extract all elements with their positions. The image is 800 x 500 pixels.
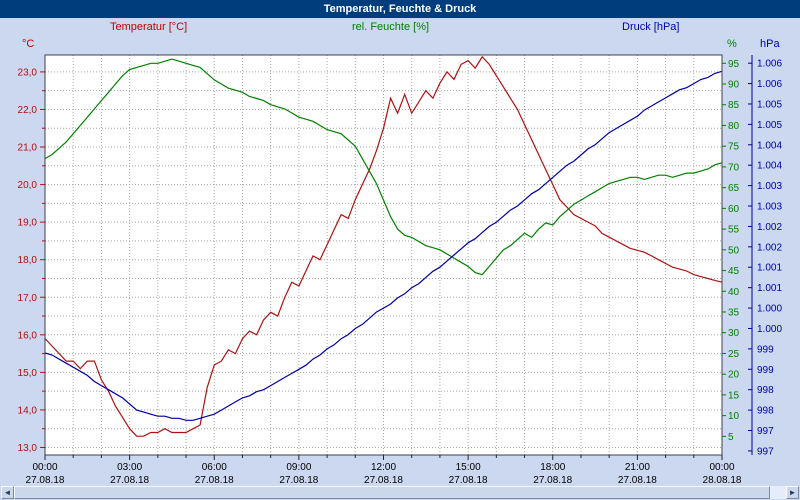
pressure-series-label: Druck [hPa] <box>622 21 680 33</box>
temperature-tick-label: 20,0 <box>18 180 38 191</box>
humidity-axis-unit-label: % <box>727 38 737 50</box>
date-tick-label: 28.08.18 <box>703 475 742 486</box>
pressure-tick-label: 1.005 <box>757 99 782 110</box>
title-bar: Temperatur, Feuchte & Druck <box>0 0 800 18</box>
pressure-tick-label: 1.006 <box>757 59 782 70</box>
temperature-tick-label: 21,0 <box>18 143 38 154</box>
time-tick-label: 00:00 <box>709 462 734 473</box>
humidity-tick-label: 45 <box>728 266 740 277</box>
date-tick-label: 27.08.18 <box>449 475 488 486</box>
pressure-tick-label: 1.002 <box>757 242 782 253</box>
pressure-tick-label: 997 <box>757 426 774 437</box>
humidity-tick-label: 60 <box>728 204 740 215</box>
pressure-tick-label: 1.000 <box>757 304 782 315</box>
time-tick-label: 15:00 <box>456 462 481 473</box>
scroll-right-button[interactable]: ► <box>786 486 799 499</box>
temperature-line <box>44 55 723 437</box>
temperature-tick-label: 22,0 <box>18 105 38 116</box>
pressure-tick-label: 1.002 <box>757 222 782 233</box>
date-tick-label: 27.08.18 <box>364 475 403 486</box>
temperature-tick-label: 13,0 <box>18 443 38 454</box>
pressure-tick-label: 1.001 <box>757 283 782 294</box>
pressure-tick-label: 997 <box>757 446 774 457</box>
time-tick-label: 00:00 <box>32 462 57 473</box>
temperature-axis-unit-label: °C <box>22 38 35 50</box>
scrollbar-thumb[interactable] <box>14 486 770 499</box>
pressure-tick-label: 998 <box>757 385 774 396</box>
temperature-tick-label: 18,0 <box>18 255 38 266</box>
time-tick-label: 09:00 <box>286 462 311 473</box>
temperature-tick-label: 17,0 <box>18 293 38 304</box>
pressure-tick-label: 1.005 <box>757 120 782 131</box>
time-tick-label: 21:00 <box>625 462 650 473</box>
temperature-tick-label: 14,0 <box>18 405 38 416</box>
pressure-tick-label: 1.000 <box>757 324 782 335</box>
temperature-tick-label: 23,0 <box>18 67 38 78</box>
date-tick-label: 27.08.18 <box>26 475 65 486</box>
temperature-tick-label: 15,0 <box>18 368 38 379</box>
date-tick-label: 27.08.18 <box>110 475 149 486</box>
temperature-tick-label: 19,0 <box>18 218 38 229</box>
humidity-line <box>44 58 723 276</box>
humidity-tick-label: 35 <box>728 307 740 318</box>
pressure-tick-label: 1.001 <box>757 263 782 274</box>
date-tick-label: 27.08.18 <box>195 475 234 486</box>
pressure-tick-label: 998 <box>757 406 774 417</box>
humidity-tick-label: 10 <box>728 411 740 422</box>
humidity-series-label: rel. Feuchte [%] <box>352 21 430 33</box>
pressure-tick-label: 1.003 <box>757 202 782 213</box>
humidity-tick-label: 15 <box>728 390 740 401</box>
humidity-tick-label: 90 <box>728 80 740 91</box>
scroll-left-button[interactable]: ◄ <box>1 486 14 499</box>
pressure-tick-label: 999 <box>757 365 774 376</box>
humidity-tick-label: 55 <box>728 225 740 236</box>
temperature-series-label: Temperatur [°C] <box>110 21 188 33</box>
pressure-tick-label: 999 <box>757 344 774 355</box>
humidity-tick-label: 65 <box>728 183 740 194</box>
horizontal-scrollbar[interactable]: ◄ ► <box>1 486 799 499</box>
temperature-tick-label: 16,0 <box>18 330 38 341</box>
humidity-tick-label: 20 <box>728 370 740 381</box>
humidity-tick-label: 30 <box>728 328 740 339</box>
pressure-tick-label: 1.004 <box>757 140 782 151</box>
humidity-tick-label: 80 <box>728 121 740 132</box>
time-tick-label: 18:00 <box>540 462 565 473</box>
humidity-tick-label: 75 <box>728 142 740 153</box>
humidity-tick-label: 85 <box>728 100 740 111</box>
humidity-tick-label: 50 <box>728 245 740 256</box>
time-tick-label: 12:00 <box>371 462 396 473</box>
pressure-tick-label: 1.006 <box>757 79 782 90</box>
humidity-tick-label: 40 <box>728 287 740 298</box>
date-tick-label: 27.08.18 <box>279 475 318 486</box>
date-tick-label: 27.08.18 <box>618 475 657 486</box>
window-title: Temperatur, Feuchte & Druck <box>323 3 477 15</box>
pressure-tick-label: 1.004 <box>757 161 782 172</box>
humidity-tick-label: 5 <box>728 432 734 443</box>
pressure-line <box>44 70 723 421</box>
humidity-tick-label: 95 <box>728 59 740 70</box>
humidity-tick-label: 70 <box>728 162 740 173</box>
date-tick-label: 27.08.18 <box>533 475 572 486</box>
pressure-tick-label: 1.003 <box>757 181 782 192</box>
chart-canvas: 23,0 22,0 21,0 20,0 19,0 18,0 17,0 16,0 15,0 14,0… <box>18 54 782 486</box>
scrollbar-track[interactable] <box>14 486 786 499</box>
pressure-axis-unit-label: hPa <box>760 38 780 50</box>
time-tick-label: 03:00 <box>117 462 142 473</box>
humidity-tick-label: 25 <box>728 349 740 360</box>
time-tick-label: 06:00 <box>202 462 227 473</box>
